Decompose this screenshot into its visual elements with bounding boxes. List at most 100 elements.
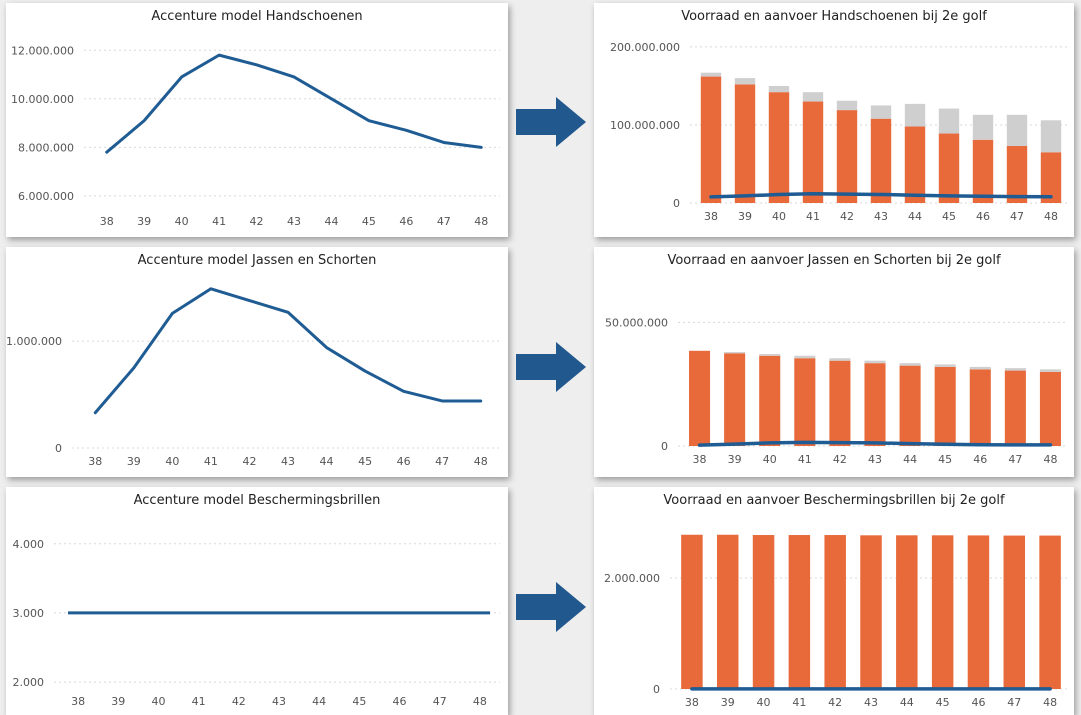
x-tick-label: 38 — [71, 695, 85, 708]
x-tick-label: 48 — [473, 695, 487, 708]
x-tick-label: 41 — [212, 215, 226, 228]
bar-supply — [724, 352, 746, 354]
x-tick-label: 38 — [100, 215, 114, 228]
chart-title: Accenture model Jassen en Schorten — [138, 253, 377, 268]
x-tick-label: 41 — [192, 695, 206, 708]
bar-supply — [870, 105, 892, 119]
x-tick-label: 44 — [312, 695, 326, 708]
bar-stock — [904, 126, 926, 203]
bar-stock — [972, 139, 994, 203]
x-tick-label: 46 — [393, 695, 407, 708]
bar-supply — [938, 108, 960, 134]
bar-supply — [899, 363, 921, 366]
x-tick-label: 39 — [137, 215, 151, 228]
bar-stock — [864, 363, 886, 446]
bar-stock — [824, 535, 846, 689]
x-tick-label: 47 — [435, 455, 449, 468]
x-tick-label: 44 — [900, 696, 914, 709]
bar-supply — [802, 92, 824, 102]
bar-stock — [788, 535, 811, 689]
arrow-shape — [516, 582, 586, 632]
bar-stock — [700, 76, 722, 203]
x-tick-label: 43 — [868, 453, 882, 466]
x-tick-label: 45 — [362, 215, 376, 228]
bar-supply — [794, 355, 816, 359]
x-tick-label: 47 — [437, 215, 451, 228]
x-tick-label: 42 — [242, 455, 256, 468]
x-tick-label: 44 — [903, 453, 917, 466]
y-tick-label: 200.000.000 — [610, 41, 680, 54]
bar-stock — [1039, 535, 1061, 689]
x-tick-label: 38 — [704, 210, 718, 223]
panel-jackets-stock: Voorraad en aanvoer Jassen en Schorten b… — [594, 247, 1074, 477]
bar-stock — [969, 369, 991, 446]
arrow-shape — [516, 97, 586, 147]
x-tick-label: 46 — [971, 696, 985, 709]
bar-supply — [1004, 368, 1026, 371]
chart-title: Voorraad en aanvoer Beschermingsbrillen … — [663, 493, 1005, 508]
bar-stock — [934, 366, 956, 446]
x-tick-label: 41 — [204, 455, 218, 468]
bar-stock — [768, 92, 790, 203]
bar-stock — [794, 358, 816, 446]
bar-supply — [969, 366, 991, 370]
y-tick-label: 0 — [55, 442, 62, 455]
y-tick-label: 10.000.000 — [11, 93, 74, 106]
x-tick-label: 47 — [433, 695, 447, 708]
bar-stock — [860, 535, 882, 689]
chart-glasses-stock: Voorraad en aanvoer Beschermingsbrillen … — [604, 493, 1068, 709]
x-tick-label: 41 — [798, 453, 812, 466]
x-tick-label: 38 — [685, 696, 699, 709]
y-tick-label: 8.000.000 — [18, 141, 74, 154]
bar-stock — [967, 535, 990, 689]
x-tick-label: 40 — [772, 210, 786, 223]
bar-stock — [1039, 371, 1061, 446]
bar-supply — [972, 114, 994, 140]
y-tick-label: 4.000 — [13, 538, 45, 551]
x-tick-label: 46 — [397, 455, 411, 468]
x-tick-label: 39 — [127, 455, 141, 468]
x-tick-label: 41 — [806, 210, 820, 223]
x-tick-label: 39 — [738, 210, 752, 223]
chart-jackets-stock: Voorraad en aanvoer Jassen en Schorten b… — [605, 253, 1068, 466]
x-tick-label: 38 — [88, 455, 102, 468]
bar-supply — [904, 103, 926, 127]
bar-stock — [870, 118, 892, 203]
x-tick-label: 46 — [976, 210, 990, 223]
chart-hands-model: Accenture model Handschoenen 6.000.000 8.0… — [11, 9, 500, 228]
bar-stock — [1040, 152, 1062, 203]
x-tick-label: 47 — [1007, 696, 1021, 709]
chart-title: Voorraad en aanvoer Handschoenen bij 2e … — [681, 9, 987, 24]
bar-stock — [759, 355, 781, 446]
bar-stock — [689, 350, 711, 446]
panel-glasses-model: Accenture model Beschermingsbrillen 2.000… — [6, 487, 508, 715]
x-tick-label: 40 — [175, 215, 189, 228]
y-tick-label: 6.000.000 — [18, 190, 74, 203]
bar-stock — [829, 360, 851, 446]
bar-supply — [1039, 369, 1061, 372]
bar-supply — [836, 100, 858, 111]
arrow-shape — [516, 342, 586, 392]
x-tick-label: 48 — [1043, 696, 1057, 709]
x-tick-label: 39 — [721, 696, 735, 709]
y-tick-label: 1.000.000 — [6, 335, 62, 348]
panel-jackets-model: Accenture model Jassen en Schorten 0 1.000… — [6, 247, 508, 477]
y-tick-label: 0 — [673, 197, 680, 210]
chart-title: Accenture model Beschermingsbrillen — [134, 493, 381, 508]
y-tick-label: 3.000 — [13, 607, 45, 620]
x-tick-label: 40 — [151, 695, 165, 708]
x-tick-label: 45 — [938, 453, 952, 466]
y-tick-label: 0 — [653, 683, 660, 696]
arrow-right-icon — [516, 342, 586, 392]
bar-stock — [734, 84, 756, 203]
x-tick-label: 48 — [1043, 453, 1057, 466]
x-tick-label: 43 — [281, 455, 295, 468]
x-tick-label: 42 — [840, 210, 854, 223]
bar-supply — [700, 72, 722, 77]
arrow-right-icon — [516, 97, 586, 147]
panel-glasses-stock: Voorraad en aanvoer Beschermingsbrillen … — [594, 487, 1074, 715]
x-tick-label: 44 — [324, 215, 338, 228]
x-tick-label: 46 — [973, 453, 987, 466]
x-tick-label: 47 — [1008, 453, 1022, 466]
bar-supply — [1006, 114, 1028, 147]
